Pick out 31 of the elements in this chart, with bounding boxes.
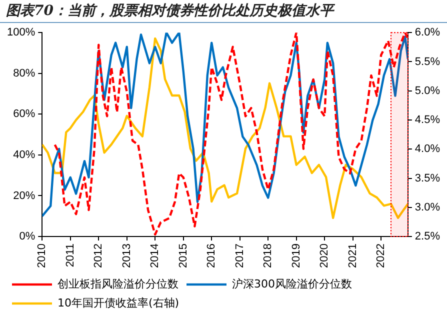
x-tick-label: 2012 bbox=[92, 244, 105, 268]
chart-title: 图表70：当前，股票相对债券性价比处历史极值水平 bbox=[0, 0, 447, 23]
legend-label: 10年国开债收益率(右轴) bbox=[58, 296, 180, 310]
y-tick-label: 0% bbox=[19, 230, 36, 243]
x-tick-label: 2015 bbox=[177, 244, 190, 268]
y2-tick-label: 3.5% bbox=[414, 172, 440, 184]
x-tick-label: 2021 bbox=[346, 244, 359, 268]
x-tick-label: 2019 bbox=[290, 244, 302, 268]
y-tick-label: 20% bbox=[13, 190, 36, 202]
y-tick-label: 80% bbox=[13, 67, 36, 80]
y-tick-label: 100% bbox=[6, 26, 36, 39]
legend-label: 创业板指风险溢价分位数 bbox=[58, 277, 178, 290]
y2-tick-label: 3.0% bbox=[414, 201, 440, 214]
x-tick-label: 2018 bbox=[262, 244, 274, 268]
x-tick-label: 2022 bbox=[375, 244, 388, 268]
y2-tick-label: 4.5% bbox=[414, 114, 440, 126]
x-tick-label: 2016 bbox=[206, 244, 218, 268]
x-tick-label: 2010 bbox=[36, 244, 48, 268]
y2-tick-label: 4.0% bbox=[414, 143, 440, 156]
y-tick-label: 60% bbox=[13, 108, 36, 120]
y2-tick-label: 5.5% bbox=[414, 56, 440, 68]
x-tick-label: 2020 bbox=[318, 244, 331, 268]
y2-tick-label: 2.5% bbox=[414, 230, 440, 243]
y-tick-label: 40% bbox=[13, 148, 36, 161]
y2-tick-label: 6.0% bbox=[414, 26, 440, 39]
y2-tick-label: 5.0% bbox=[414, 84, 440, 97]
x-tick-label: 2017 bbox=[234, 244, 246, 268]
legend-label: 沪深300风险溢价分位数 bbox=[232, 277, 352, 290]
x-tick-label: 2013 bbox=[120, 244, 133, 268]
x-tick-label: 2014 bbox=[149, 244, 162, 268]
x-tick-label: 2011 bbox=[64, 244, 76, 268]
